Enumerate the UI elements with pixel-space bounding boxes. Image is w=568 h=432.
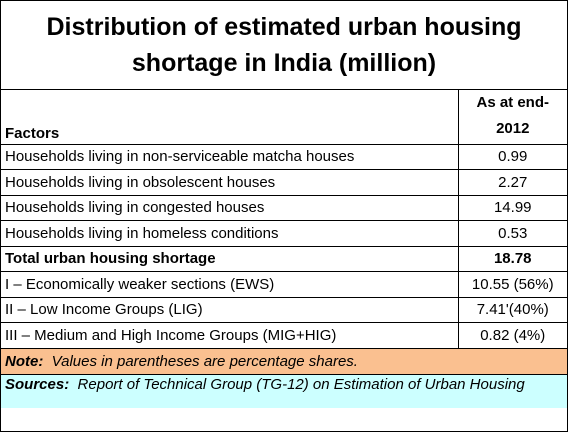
sources-row: Sources: Report of Technical Group (TG-1… [1,373,567,408]
sources: Sources: Report of Technical Group (TG-1… [1,373,567,408]
table-row: I – Economically weaker sections (EWS) 10… [1,271,567,298]
table-row: III – Medium and High Income Groups (MIG… [1,322,567,349]
table-row: Households living in non-serviceable mat… [1,143,567,170]
cell: 14.99 [457,194,567,221]
cell: 0.53 [457,220,567,247]
cell: II – Low Income Groups (LIG) [1,296,459,323]
cell: 10.55 (56%) [457,271,567,298]
table-row: Households living in homeless conditions… [1,220,567,247]
note-text: Values in parentheses are percentage sha… [51,352,358,370]
cell: 2.27 [457,169,567,196]
cell: Households living in obsolescent houses [1,169,459,196]
note-label: Note: [5,352,44,370]
cell: 0.82 (4%) [457,322,567,349]
cell: Total urban housing shortage [1,245,459,272]
table-title: Distribution of estimated urban housing … [1,1,567,90]
header-cell: Factors [1,88,459,145]
header-row: Factors As at end-2012 [1,88,567,145]
note: Note: Values in parentheses are percenta… [1,347,567,375]
header-cell: As at end-2012 [457,88,567,145]
cell: Households living in homeless conditions [1,220,459,247]
total-row: Total urban housing shortage 18.78 [1,245,567,272]
table-row: Households living in congested houses 14.… [1,194,567,221]
cell: I – Economically weaker sections (EWS) [1,271,459,298]
cell: 7.41'(40%) [457,296,567,323]
cell: III – Medium and High Income Groups (MIG… [1,322,459,349]
data-table: Distribution of estimated urban housing … [1,1,567,408]
title-row: Distribution of estimated urban housing … [1,1,567,90]
cell: Households living in congested houses [1,194,459,221]
cell: 18.78 [457,245,567,272]
sources-text: Report of Technical Group (TG-12) on Est… [77,375,525,393]
cell: 0.99 [457,143,567,170]
note-row: Note: Values in parentheses are percenta… [1,347,567,375]
table-row: II – Low Income Groups (LIG) 7.41'(40%) [1,296,567,323]
cell: Households living in non-serviceable mat… [1,143,459,170]
table-row: Households living in obsolescent houses 2… [1,169,567,196]
sources-label: Sources: [5,375,70,393]
